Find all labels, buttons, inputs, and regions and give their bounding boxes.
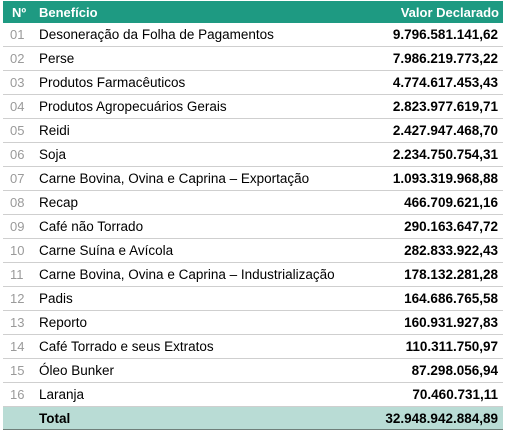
- row-benefit: Laranja: [33, 382, 369, 407]
- header-benefit: Benefício: [33, 1, 369, 23]
- total-number-cell: [3, 406, 33, 430]
- table-row: 03 Produtos Farmacêuticos 4.774.617.453,43: [3, 70, 503, 95]
- row-number: 03: [3, 70, 33, 95]
- table-row: 10 Carne Suína e Avícola 282.833.922,43: [3, 238, 503, 263]
- table-row: 05 Reidi 2.427.947.468,70: [3, 118, 503, 143]
- row-value: 178.132.281,28: [369, 262, 503, 287]
- row-number: 06: [3, 142, 33, 167]
- row-number: 08: [3, 190, 33, 215]
- row-benefit: Reporto: [33, 310, 369, 335]
- table-row: 13 Reporto 160.931.927,83: [3, 310, 503, 335]
- table-row: 14 Café Torrado e seus Extratos 110.311.75…: [3, 334, 503, 359]
- row-benefit: Desoneração da Folha de Pagamentos: [33, 23, 369, 47]
- table-body: 01 Desoneração da Folha de Pagamentos 9.79…: [3, 23, 503, 407]
- row-number: 12: [3, 286, 33, 311]
- table-row: 09 Café não Torrado 290.163.647,72: [3, 214, 503, 239]
- table-row: 08 Recap 466.709.621,16: [3, 190, 503, 215]
- benefits-table: Nº Benefício Valor Declarado 01 Desoneraç…: [3, 1, 503, 430]
- row-value: 164.686.765,58: [369, 286, 503, 311]
- row-number: 07: [3, 166, 33, 191]
- table-row: 01 Desoneração da Folha de Pagamentos 9.79…: [3, 23, 503, 47]
- table-row: 16 Laranja 70.460.731,11: [3, 382, 503, 407]
- row-value: 110.311.750,97: [369, 334, 503, 359]
- table-row: 15 Óleo Bunker 87.298.056,94: [3, 358, 503, 383]
- row-number: 04: [3, 94, 33, 119]
- total-value: 32.948.942.884,89: [369, 406, 503, 430]
- total-row: Total 32.948.942.884,89: [3, 406, 503, 430]
- header-number: Nº: [3, 1, 33, 23]
- row-value: 2.427.947.468,70: [369, 118, 503, 143]
- row-value: 160.931.927,83: [369, 310, 503, 335]
- row-benefit: Produtos Agropecuários Gerais: [33, 94, 369, 119]
- row-benefit: Recap: [33, 190, 369, 215]
- header-value: Valor Declarado: [369, 1, 503, 23]
- row-number: 02: [3, 46, 33, 71]
- table-row: 04 Produtos Agropecuários Gerais 2.823.977…: [3, 94, 503, 119]
- row-benefit: Óleo Bunker: [33, 358, 369, 383]
- row-benefit: Carne Suína e Avícola: [33, 238, 369, 263]
- row-number: 16: [3, 382, 33, 407]
- table-footer: Total 32.948.942.884,89: [3, 406, 503, 430]
- row-value: 282.833.922,43: [369, 238, 503, 263]
- row-number: 14: [3, 334, 33, 359]
- row-number: 13: [3, 310, 33, 335]
- row-number: 01: [3, 23, 33, 47]
- row-value: 9.796.581.141,62: [369, 23, 503, 47]
- row-value: 7.986.219.773,22: [369, 46, 503, 71]
- row-value: 466.709.621,16: [369, 190, 503, 215]
- row-number: 11: [3, 262, 33, 287]
- row-value: 1.093.319.968,88: [369, 166, 503, 191]
- table-header: Nº Benefício Valor Declarado: [3, 1, 503, 23]
- row-value: 2.823.977.619,71: [369, 94, 503, 119]
- row-number: 09: [3, 214, 33, 239]
- row-benefit: Padis: [33, 286, 369, 311]
- row-benefit: Carne Bovina, Ovina e Caprina – Exportaç…: [33, 166, 369, 191]
- row-benefit: Café não Torrado: [33, 214, 369, 239]
- row-benefit: Soja: [33, 142, 369, 167]
- row-number: 15: [3, 358, 33, 383]
- table-row: 12 Padis 164.686.765,58: [3, 286, 503, 311]
- row-value: 4.774.617.453,43: [369, 70, 503, 95]
- row-benefit: Perse: [33, 46, 369, 71]
- row-value: 70.460.731,11: [369, 382, 503, 407]
- row-value: 87.298.056,94: [369, 358, 503, 383]
- header-row: Nº Benefício Valor Declarado: [3, 1, 503, 23]
- row-benefit: Reidi: [33, 118, 369, 143]
- table-row: 02 Perse 7.986.219.773,22: [3, 46, 503, 71]
- row-number: 05: [3, 118, 33, 143]
- row-value: 290.163.647,72: [369, 214, 503, 239]
- table-row: 07 Carne Bovina, Ovina e Caprina – Export…: [3, 166, 503, 191]
- row-benefit: Café Torrado e seus Extratos: [33, 334, 369, 359]
- row-value: 2.234.750.754,31: [369, 142, 503, 167]
- table-row: 11 Carne Bovina, Ovina e Caprina – Indust…: [3, 262, 503, 287]
- total-label: Total: [33, 406, 369, 430]
- row-number: 10: [3, 238, 33, 263]
- row-benefit: Carne Bovina, Ovina e Caprina – Industri…: [33, 262, 369, 287]
- row-benefit: Produtos Farmacêuticos: [33, 70, 369, 95]
- table-row: 06 Soja 2.234.750.754,31: [3, 142, 503, 167]
